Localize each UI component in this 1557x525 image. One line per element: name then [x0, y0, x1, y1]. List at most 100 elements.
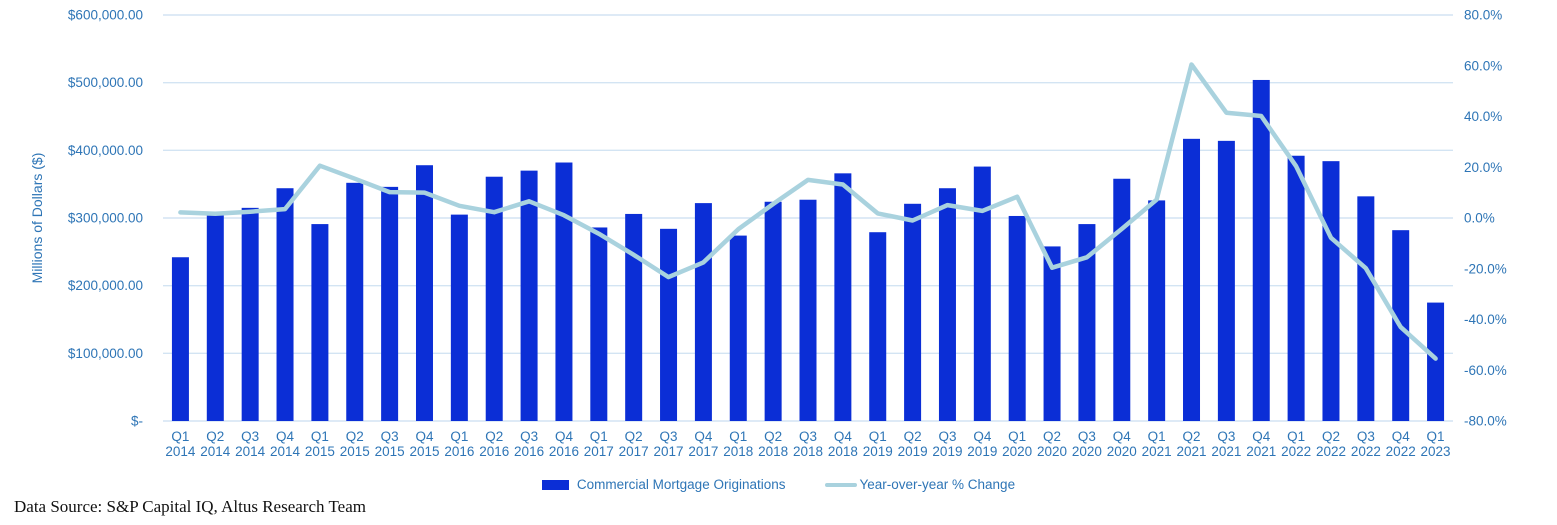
- right-axis-tick-label: 60.0%: [1464, 58, 1502, 73]
- bar: [1252, 79, 1270, 422]
- left-axis-tick-label: $100,000.00: [68, 346, 143, 361]
- left-axis-tick-label: $200,000.00: [68, 278, 143, 293]
- bar: [1008, 215, 1026, 421]
- bar: [973, 166, 991, 421]
- bar: [834, 173, 852, 421]
- x-tick-label: Q3 2022: [1351, 429, 1381, 459]
- right-axis-tick-label: 20.0%: [1464, 160, 1502, 175]
- x-tick-label: Q3 2018: [793, 429, 823, 459]
- bar: [938, 188, 956, 421]
- x-tick-label: Q2 2021: [1176, 429, 1206, 459]
- x-tick-label: Q4 2017: [688, 429, 718, 459]
- x-tick-label: Q4 2015: [409, 429, 439, 459]
- x-tick-label: Q1 2021: [1142, 429, 1172, 459]
- x-tick-label: Q1 2018: [723, 429, 753, 459]
- x-tick-label: Q3 2019: [932, 429, 962, 459]
- left-axis-tick-label: $-: [131, 414, 143, 429]
- x-tick-label: Q4 2018: [828, 429, 858, 459]
- x-tick-label: Q4 2022: [1386, 429, 1416, 459]
- bar: [241, 207, 259, 421]
- x-tick-label: Q2 2016: [479, 429, 509, 459]
- right-axis-tick-label: -20.0%: [1464, 261, 1507, 276]
- x-tick-label: Q3 2015: [375, 429, 405, 459]
- right-axis-tick-label: -60.0%: [1464, 363, 1507, 378]
- legend-item-originations: Commercial Mortgage Originations: [541, 477, 786, 492]
- x-tick-label: Q2 2022: [1316, 429, 1346, 459]
- bar: [590, 227, 608, 421]
- bar: [729, 235, 747, 421]
- x-tick-label: Q1 2020: [1002, 429, 1032, 459]
- bar: [625, 213, 643, 421]
- bar: [1113, 178, 1131, 421]
- bar: [799, 199, 817, 421]
- bar: [520, 170, 538, 421]
- x-tick-label: Q1 2016: [444, 429, 474, 459]
- x-tick-label: Q2 2015: [340, 429, 370, 459]
- bar: [1427, 302, 1445, 421]
- yoy-line: [178, 62, 1438, 361]
- data-source-note: Data Source: S&P Capital IQ, Altus Resea…: [14, 497, 366, 516]
- left-axis-tick-label: $500,000.00: [68, 75, 143, 90]
- right-axis-tick-label: 0.0%: [1464, 211, 1495, 226]
- x-tick-label: Q3 2021: [1211, 429, 1241, 459]
- bar: [276, 188, 294, 421]
- bar: [311, 224, 329, 421]
- x-tick-label: Q1 2015: [305, 429, 335, 459]
- bar: [1183, 138, 1201, 421]
- x-tick-label: Q3 2017: [654, 429, 684, 459]
- x-tick-label: Q3 2020: [1072, 429, 1102, 459]
- bar: [1287, 155, 1305, 421]
- bar: [381, 186, 399, 421]
- bar: [694, 203, 712, 421]
- right-axis-tick-label: 40.0%: [1464, 109, 1502, 124]
- x-tick-label: Q4 2021: [1246, 429, 1276, 459]
- x-tick-label: Q2 2019: [898, 429, 928, 459]
- right-axis-tick-label: -40.0%: [1464, 312, 1507, 327]
- bar: [206, 215, 224, 421]
- bar: [1078, 224, 1096, 421]
- left-axis-tick-label: $600,000.00: [68, 8, 143, 23]
- x-tick-label: Q4 2020: [1107, 429, 1137, 459]
- bar: [1322, 161, 1340, 421]
- left-axis-title: Millions of Dollars ($): [29, 153, 45, 284]
- bar: [1217, 140, 1235, 422]
- bar: [171, 257, 189, 421]
- bar-series-swatch: [541, 479, 569, 490]
- right-axis-tick-label: 80.0%: [1464, 8, 1502, 23]
- bar: [660, 228, 678, 421]
- x-tick-label: Q4 2019: [967, 429, 997, 459]
- bar: [415, 165, 433, 421]
- legend-label-originations: Commercial Mortgage Originations: [576, 477, 786, 492]
- bar: [485, 176, 503, 421]
- line-series-swatch: [825, 482, 858, 487]
- bar: [1148, 200, 1166, 421]
- x-tick-label: Q2 2020: [1037, 429, 1067, 459]
- bar: [764, 201, 782, 421]
- bar: [869, 232, 887, 421]
- chart-legend: Commercial Mortgage Originations Year-ov…: [0, 477, 1557, 492]
- x-tick-label: Q3 2014: [235, 429, 266, 459]
- left-axis-tick-label: $300,000.00: [68, 211, 143, 226]
- x-tick-label: Q2 2014: [200, 429, 231, 459]
- bar: [555, 162, 573, 421]
- bar: [450, 214, 468, 421]
- x-tick-label: Q3 2016: [514, 429, 544, 459]
- combo-chart: $600,000.00 $500,000.00 $400,000.00 $300,00…: [29, 8, 1507, 460]
- bar: [1357, 196, 1375, 421]
- x-tick-label: Q1 2019: [863, 429, 893, 459]
- x-tick-label: Q4 2016: [549, 429, 579, 459]
- x-tick-label: Q1 2023: [1421, 429, 1451, 459]
- right-axis-tick-label: -80.0%: [1464, 414, 1507, 429]
- x-tick-label: Q4 2014: [270, 429, 301, 459]
- legend-label-yoy-change: Year-over-year % Change: [859, 477, 1016, 492]
- x-tick-label: Q2 2018: [758, 429, 788, 459]
- bar: [346, 182, 364, 421]
- x-tick-label: Q1 2017: [584, 429, 614, 459]
- left-axis-tick-label: $400,000.00: [68, 143, 143, 158]
- x-tick-label: Q1 2022: [1281, 429, 1311, 459]
- x-tick-label: Q1 2014: [165, 429, 196, 459]
- x-tick-label: Q2 2017: [619, 429, 649, 459]
- legend-item-yoy-change: Year-over-year % Change: [825, 477, 1015, 492]
- bar: [904, 203, 922, 421]
